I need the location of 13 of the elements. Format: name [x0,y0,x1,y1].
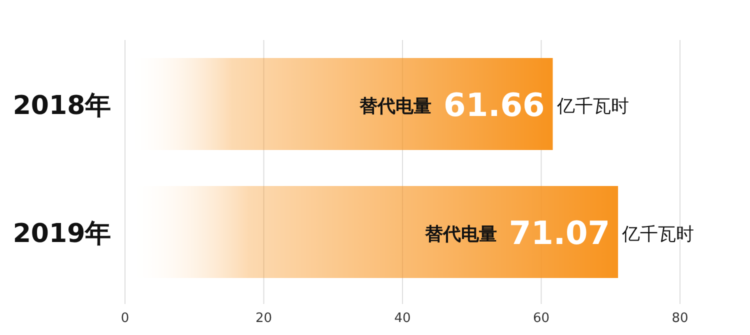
x-tick-label: 0 [120,311,130,326]
annotation: 亿千瓦时 [621,224,694,245]
data-label: 71.07 [508,214,610,252]
y-tick-label: 2019年 [12,219,112,249]
x-tick-label: 40 [394,311,411,326]
data-label: 61.66 [444,86,545,124]
y-tick-label: 2018年 [12,91,112,121]
annotation: 替代电量 [424,224,497,245]
x-tick-label: 80 [672,311,688,326]
annotation: 替代电量 [358,96,432,117]
x-tick-label: 20 [255,311,272,326]
annotation: 亿千瓦时 [556,96,629,117]
x-tick-label: 60 [532,311,550,326]
